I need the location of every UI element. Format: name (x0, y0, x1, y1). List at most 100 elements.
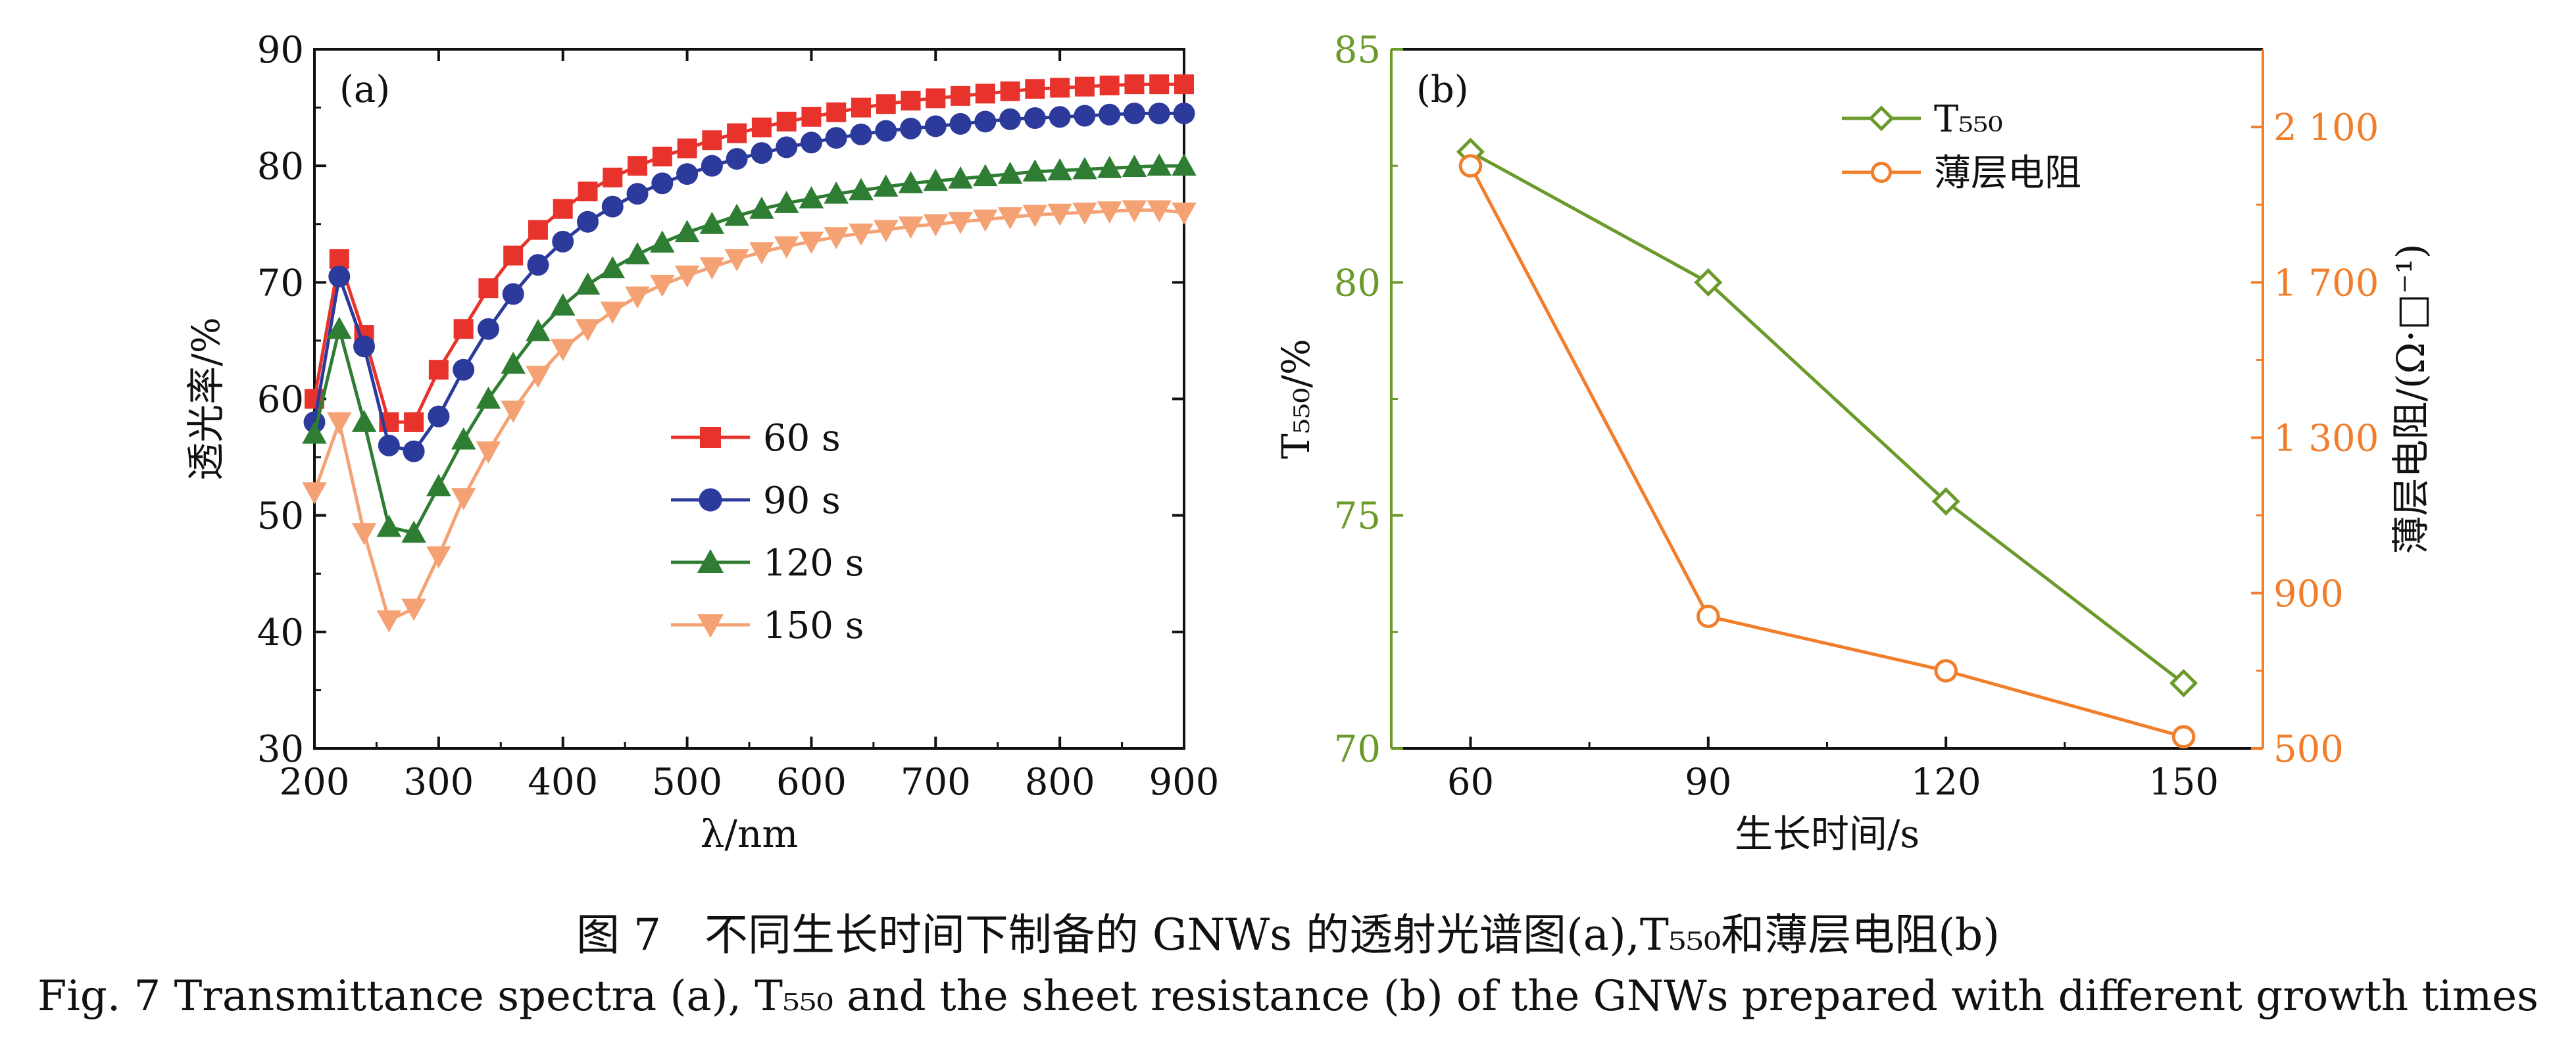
data-point-a (1147, 153, 1172, 176)
x-tick-label-a: 200 (280, 761, 350, 804)
y-tick-label-right-b: 1 300 (2273, 418, 2379, 460)
y-tick-label-a: 50 (257, 495, 304, 538)
data-point-a (926, 88, 946, 109)
data-point-a (975, 84, 995, 104)
data-point-a (550, 293, 576, 316)
legend-marker-b (1870, 161, 1893, 183)
y-tick-label-right-b: 500 (2273, 728, 2344, 771)
legend-marker-a (697, 549, 724, 573)
data-point-a (501, 351, 526, 374)
data-point-a (699, 257, 725, 280)
data-point-a (774, 236, 799, 259)
data-point-a (973, 164, 998, 187)
data-point-a (749, 242, 774, 265)
legend-marker-b (1868, 105, 1895, 132)
data-point-a (727, 123, 747, 143)
data-point-a (1022, 205, 1048, 228)
data-point-a (724, 203, 749, 226)
data-point-a (749, 196, 774, 219)
data-point-a (601, 195, 624, 218)
series-a-0 (305, 74, 1194, 432)
data-point-b (1931, 487, 1960, 516)
x-tick-label-a: 800 (1025, 761, 1095, 804)
x-tick-label-a: 600 (776, 761, 847, 804)
data-point-b (1694, 268, 1723, 297)
data-point-a (503, 245, 524, 266)
y-tick-label-right-b: 2 100 (2273, 107, 2379, 149)
x-tick-label-a: 900 (1149, 761, 1220, 804)
data-point-a (699, 212, 725, 234)
x-tick-label-b: 90 (1685, 761, 1731, 804)
data-point-a (1123, 102, 1145, 124)
legend-label-b: T₅₅₀ (1934, 98, 2003, 141)
data-point-a (401, 598, 426, 622)
data-point-a (526, 318, 551, 341)
data-point-a (776, 111, 797, 132)
data-point-a (974, 110, 997, 133)
data-point-a (652, 146, 672, 166)
data-point-a (626, 183, 649, 205)
legend-marker-a (697, 614, 724, 638)
x-axis-label-b: 生长时间/s (1735, 812, 1920, 856)
data-point-a (873, 174, 899, 197)
data-point-a (576, 210, 599, 233)
figure-svg: 200 300 400 500 600 700 800 900 30 40 50 60 70 80 90 (a… (184, 29, 2433, 856)
y-tick-label-left-b: 80 (1334, 262, 1381, 305)
data-point-a (801, 107, 822, 127)
data-point-a (1147, 200, 1172, 223)
data-point-a (476, 386, 501, 409)
y-axis-label-a: 透光率/% (184, 317, 228, 481)
data-point-a (997, 207, 1023, 230)
x-tick-label-a: 300 (403, 761, 474, 804)
data-point-a (527, 254, 549, 276)
data-point-a (1072, 203, 1097, 225)
data-point-a (800, 132, 822, 154)
legend-label-b: 薄层电阻 (1934, 152, 2081, 195)
x-tick-label-b: 150 (2148, 761, 2219, 804)
series-a-1 (303, 102, 1195, 462)
data-point-a (650, 230, 675, 253)
data-point-a (1097, 201, 1122, 224)
data-point-a (600, 256, 626, 279)
data-point-a (353, 335, 376, 358)
data-point-a (1072, 157, 1097, 180)
data-point-a (898, 216, 924, 239)
data-point-a (302, 421, 327, 444)
series-a-3 (302, 200, 1197, 633)
series-line-b (1469, 165, 2185, 739)
data-point-a (1099, 103, 1121, 126)
data-point-a (428, 405, 450, 427)
data-point-a (824, 181, 849, 204)
series-b-1 (1458, 154, 2196, 749)
y-tick-label-a: 80 (257, 145, 304, 188)
data-point-b (2171, 725, 2196, 749)
data-point-a (376, 514, 402, 537)
series-line-b (1470, 150, 2185, 685)
data-point-a (302, 482, 327, 504)
data-point-a (1074, 105, 1096, 127)
data-point-a (578, 182, 598, 202)
data-point-a (1025, 79, 1045, 99)
data-point-a (949, 112, 972, 135)
legend-label-a: 90 s (763, 479, 841, 522)
data-point-a (702, 130, 722, 151)
data-point-a (824, 227, 849, 249)
data-point-a (849, 223, 874, 246)
data-point-a (1024, 107, 1046, 130)
data-point-a (552, 230, 574, 253)
data-point-a (726, 148, 748, 170)
data-point-a (428, 360, 449, 380)
chart-b: 60 90 120 150 70 75 80 85 500 900 1 300 1 700 2 100 (… (1274, 29, 2433, 856)
data-point-a (951, 85, 971, 106)
data-point-b (1934, 659, 1958, 683)
data-point-a (1047, 203, 1072, 226)
data-point-a (948, 212, 973, 234)
data-point-a (701, 155, 723, 177)
data-point-a (453, 358, 475, 381)
data-point-a (501, 401, 526, 423)
data-point-a (1047, 158, 1072, 181)
data-point-a (327, 316, 352, 339)
data-point-a (329, 249, 349, 269)
legend-label-a: 60 s (763, 417, 841, 460)
